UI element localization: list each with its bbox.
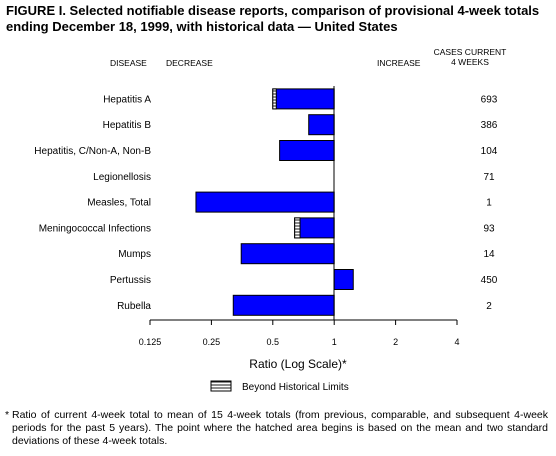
legend-label: Beyond Historical Limits	[242, 382, 349, 393]
bar-meningococcal-infections	[294, 217, 335, 239]
bar-mumps	[240, 243, 335, 265]
disease-label-hepatitis-c-non-a-non-b: Hepatitis, C/Non-A, Non-B	[34, 146, 151, 157]
disease-label-legionellosis: Legionellosis	[93, 172, 151, 183]
figure-title: FIGURE I. Selected notifiable disease re…	[6, 3, 540, 34]
x-tick-label: 1	[332, 337, 337, 347]
cases-column-header: CASES CURRENT 4 WEEKS	[430, 47, 510, 67]
bar-hepatitis-c-non-a-non-b	[279, 140, 335, 161]
disease-label-hepatitis-a: Hepatitis A	[103, 94, 151, 105]
footnote-marker: *	[5, 409, 10, 421]
disease-label-pertussis: Pertussis	[110, 275, 151, 286]
bars-layer: Hepatitis A 693 Hepatitis B 386 Hepatitis, C…	[34, 88, 498, 316]
cases-value-rubella: 2	[486, 301, 492, 312]
disease-label-rubella: Rubella	[117, 301, 151, 312]
disease-label-meningococcal-infections: Meningococcal Infections	[39, 223, 151, 234]
cases-value-hepatitis-a: 693	[481, 94, 498, 105]
bar-hepatitis-b	[308, 114, 335, 136]
decrease-header: DECREASE	[166, 58, 213, 68]
beyond-limits-hatch-meningococcal-infections	[294, 217, 301, 239]
increase-header: INCREASE	[377, 58, 421, 68]
disease-column-header: DISEASE	[110, 58, 147, 68]
cases-header-line1: CASES CURRENT	[433, 47, 507, 57]
x-tick-label: 4	[454, 337, 459, 347]
bar-pertussis	[333, 269, 354, 290]
x-tick-label: 0.25	[203, 337, 221, 347]
cases-value-legionellosis: 71	[483, 172, 495, 183]
legend: Beyond Historical Limits	[210, 380, 349, 393]
ticks-layer: 0.125 0.25 0.5 1 2 4	[139, 320, 460, 347]
cases-value-measles-total: 1	[486, 198, 492, 209]
x-axis-label: Ratio (Log Scale)*	[249, 357, 347, 371]
x-tick-label: 2	[393, 337, 398, 347]
cases-value-mumps: 14	[483, 249, 495, 260]
bar-hepatitis-a	[272, 88, 335, 110]
cases-value-pertussis: 450	[481, 275, 498, 286]
footnote-text: Ratio of current 4-week total to mean of…	[12, 409, 548, 447]
cases-header-line2: 4 WEEKS	[451, 57, 489, 67]
x-tick-label: 0.125	[139, 337, 162, 347]
x-tick-label: 0.5	[267, 337, 280, 347]
legend-hatch-swatch	[210, 380, 232, 392]
footnote: * Ratio of current 4-week total to mean …	[5, 409, 548, 448]
bar-rubella	[232, 294, 335, 316]
ratio-bar-chart: Hepatitis A 693 Hepatitis B 386 Hepatitis, C…	[34, 86, 498, 393]
cases-value-hepatitis-c-non-a-non-b: 104	[481, 146, 498, 157]
cases-value-meningococcal-infections: 93	[483, 223, 495, 234]
disease-label-mumps: Mumps	[118, 249, 151, 260]
cases-value-hepatitis-b: 386	[481, 120, 498, 131]
disease-label-hepatitis-b: Hepatitis B	[103, 120, 152, 131]
bar-measles-total	[195, 191, 335, 213]
disease-label-measles-total: Measles, Total	[87, 198, 151, 209]
beyond-limits-hatch-hepatitis-a	[272, 88, 277, 110]
